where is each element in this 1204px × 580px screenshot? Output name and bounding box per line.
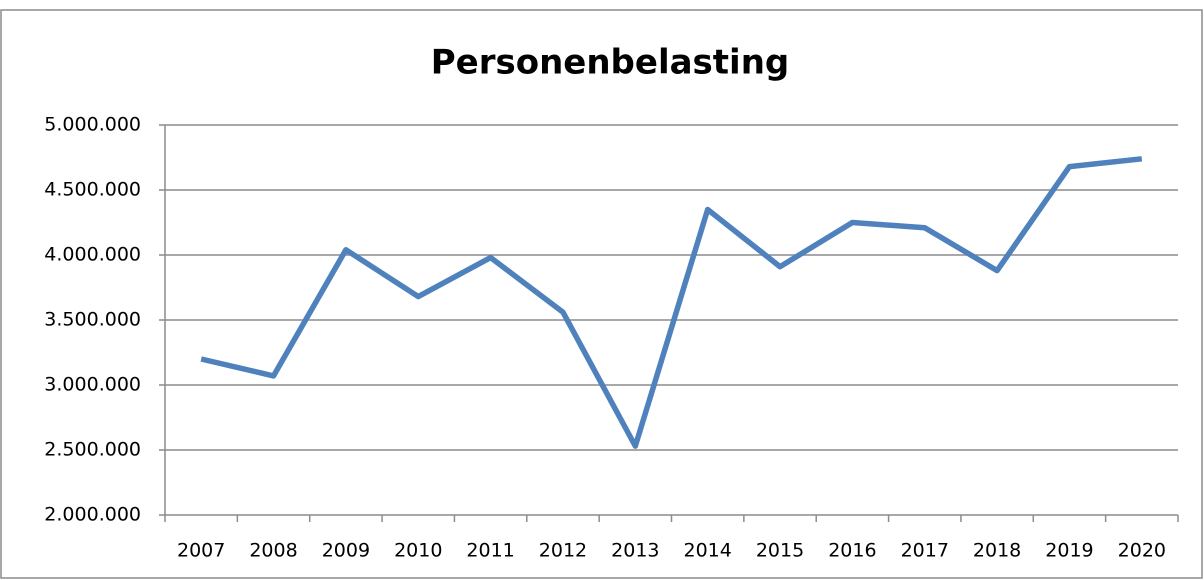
y-tick-label: 4.000.000 bbox=[44, 244, 141, 266]
y-tick-label: 4.500.000 bbox=[44, 179, 141, 201]
x-tick-label: 2015 bbox=[756, 540, 804, 562]
y-tick-label: 3.500.000 bbox=[44, 309, 141, 331]
x-tick-label: 2020 bbox=[1118, 540, 1166, 562]
y-tick-label: 3.000.000 bbox=[44, 374, 141, 396]
y-tick-label: 2.000.000 bbox=[44, 504, 141, 526]
x-tick-label: 2019 bbox=[1045, 540, 1093, 562]
x-tick-label: 2010 bbox=[394, 540, 442, 562]
chart-frame bbox=[0, 9, 1203, 579]
y-tick-label: 5.000.000 bbox=[44, 114, 141, 136]
chart-title: Personenbelasting bbox=[431, 43, 790, 83]
x-tick-label: 2018 bbox=[973, 540, 1021, 562]
x-tick-label: 2011 bbox=[466, 540, 514, 562]
x-tick-label: 2016 bbox=[828, 540, 876, 562]
x-tick-label: 2013 bbox=[611, 540, 659, 562]
x-tick-label: 2014 bbox=[683, 540, 731, 562]
x-tick-label: 2008 bbox=[249, 540, 297, 562]
x-tick-label: 2012 bbox=[539, 540, 587, 562]
x-tick-label: 2007 bbox=[177, 540, 225, 562]
y-tick-label: 2.500.000 bbox=[44, 439, 141, 461]
x-tick-label: 2017 bbox=[901, 540, 949, 562]
line-series bbox=[200, 156, 1143, 449]
x-tick-label: 2009 bbox=[322, 540, 370, 562]
